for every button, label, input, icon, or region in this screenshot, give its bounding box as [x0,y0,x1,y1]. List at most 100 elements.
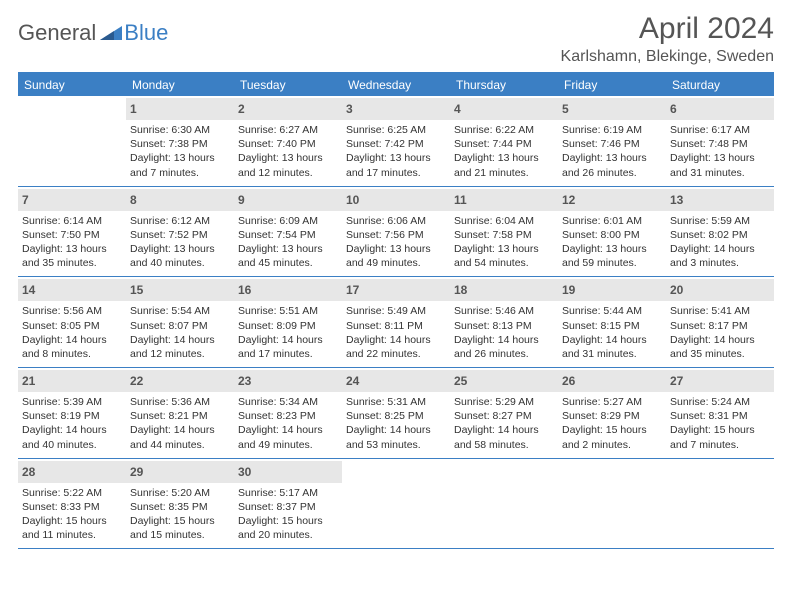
cell-text-line: Sunset: 8:07 PM [130,319,230,333]
day-number-bar: 9 [234,189,342,211]
calendar-cell: 17Sunrise: 5:49 AMSunset: 8:11 PMDayligh… [342,277,450,367]
day-number: 13 [670,193,683,207]
cell-text-line: Sunset: 8:19 PM [22,409,122,423]
cell-text-line: Sunrise: 5:54 AM [130,304,230,318]
calendar-cell: 2Sunrise: 6:27 AMSunset: 7:40 PMDaylight… [234,96,342,186]
cell-text-line: Sunrise: 6:01 AM [562,214,662,228]
cell-text-line: Sunset: 7:42 PM [346,137,446,151]
cell-text-line: and 11 minutes. [22,528,122,542]
calendar-cell [450,459,558,549]
cell-text-line: Daylight: 13 hours [346,151,446,165]
cell-text-line: Daylight: 14 hours [238,333,338,347]
day-number-bar: 28 [18,461,126,483]
cell-text-line: and 15 minutes. [130,528,230,542]
cell-text-line: Sunrise: 6:04 AM [454,214,554,228]
cell-text-line: Sunset: 7:40 PM [238,137,338,151]
cell-text-line: and 31 minutes. [562,347,662,361]
cell-text-line: Sunrise: 5:31 AM [346,395,446,409]
cell-text-line: Sunrise: 5:49 AM [346,304,446,318]
cell-text-line: Daylight: 13 hours [562,242,662,256]
day-number: 25 [454,374,467,388]
calendar-week-row: 7Sunrise: 6:14 AMSunset: 7:50 PMDaylight… [18,187,774,278]
day-number-bar: 19 [558,279,666,301]
calendar-cell [18,96,126,186]
cell-text-line: Sunrise: 6:22 AM [454,123,554,137]
cell-text-line: Sunset: 8:29 PM [562,409,662,423]
day-number-bar: 21 [18,370,126,392]
day-number: 24 [346,374,359,388]
calendar-week-row: 1Sunrise: 6:30 AMSunset: 7:38 PMDaylight… [18,96,774,187]
cell-text-line: Sunset: 8:17 PM [670,319,770,333]
calendar-cell: 13Sunrise: 5:59 AMSunset: 8:02 PMDayligh… [666,187,774,277]
cell-text-line: Sunset: 7:50 PM [22,228,122,242]
calendar-cell: 27Sunrise: 5:24 AMSunset: 8:31 PMDayligh… [666,368,774,458]
day-number-bar: 26 [558,370,666,392]
day-number: 9 [238,193,245,207]
calendar-cell: 4Sunrise: 6:22 AMSunset: 7:44 PMDaylight… [450,96,558,186]
cell-text-line: Sunrise: 5:17 AM [238,486,338,500]
cell-text-line: Sunrise: 5:41 AM [670,304,770,318]
cell-text-line: and 3 minutes. [670,256,770,270]
cell-text-line: Daylight: 14 hours [346,423,446,437]
day-number-bar: 27 [666,370,774,392]
day-number-bar: 30 [234,461,342,483]
cell-text-line: Daylight: 14 hours [22,423,122,437]
cell-text-line: Sunrise: 5:20 AM [130,486,230,500]
cell-text-line: Daylight: 13 hours [130,151,230,165]
cell-text-line: Daylight: 13 hours [130,242,230,256]
cell-text-line: Sunset: 7:52 PM [130,228,230,242]
cell-text-line: Daylight: 13 hours [454,242,554,256]
calendar: Sunday Monday Tuesday Wednesday Thursday… [18,72,774,549]
calendar-cell: 18Sunrise: 5:46 AMSunset: 8:13 PMDayligh… [450,277,558,367]
cell-text-line: Sunrise: 5:22 AM [22,486,122,500]
day-number: 3 [346,102,353,116]
cell-text-line: Sunrise: 5:44 AM [562,304,662,318]
logo-triangle-icon [100,26,122,40]
calendar-cell: 19Sunrise: 5:44 AMSunset: 8:15 PMDayligh… [558,277,666,367]
cell-text-line: Sunset: 8:21 PM [130,409,230,423]
day-number-bar: 3 [342,98,450,120]
calendar-cell: 30Sunrise: 5:17 AMSunset: 8:37 PMDayligh… [234,459,342,549]
cell-text-line: Daylight: 15 hours [22,514,122,528]
day-number: 8 [130,193,137,207]
cell-text-line: Sunset: 8:15 PM [562,319,662,333]
cell-text-line: Daylight: 14 hours [346,333,446,347]
day-number: 23 [238,374,251,388]
cell-text-line: Sunrise: 5:56 AM [22,304,122,318]
day-number: 12 [562,193,575,207]
cell-text-line: Daylight: 14 hours [238,423,338,437]
day-header-cell: Tuesday [234,74,342,96]
cell-text-line: Sunrise: 5:39 AM [22,395,122,409]
cell-text-line: and 7 minutes. [670,438,770,452]
cell-text-line: and 53 minutes. [346,438,446,452]
cell-text-line: Sunset: 8:31 PM [670,409,770,423]
calendar-cell: 25Sunrise: 5:29 AMSunset: 8:27 PMDayligh… [450,368,558,458]
calendar-cell: 16Sunrise: 5:51 AMSunset: 8:09 PMDayligh… [234,277,342,367]
calendar-cell [666,459,774,549]
calendar-cell: 7Sunrise: 6:14 AMSunset: 7:50 PMDaylight… [18,187,126,277]
cell-text-line: and 31 minutes. [670,166,770,180]
cell-text-line: Sunrise: 6:30 AM [130,123,230,137]
calendar-cell: 28Sunrise: 5:22 AMSunset: 8:33 PMDayligh… [18,459,126,549]
cell-text-line: Sunrise: 5:34 AM [238,395,338,409]
day-header-cell: Sunday [18,74,126,96]
calendar-week-row: 21Sunrise: 5:39 AMSunset: 8:19 PMDayligh… [18,368,774,459]
cell-text-line: Sunrise: 6:06 AM [346,214,446,228]
cell-text-line: Daylight: 14 hours [454,423,554,437]
cell-text-line: Sunset: 8:02 PM [670,228,770,242]
cell-text-line: and 26 minutes. [454,347,554,361]
cell-text-line: and 54 minutes. [454,256,554,270]
cell-text-line: and 8 minutes. [22,347,122,361]
day-number-bar: 15 [126,279,234,301]
day-number-bar: 12 [558,189,666,211]
calendar-cell: 6Sunrise: 6:17 AMSunset: 7:48 PMDaylight… [666,96,774,186]
cell-text-line: Sunrise: 5:46 AM [454,304,554,318]
day-number: 2 [238,102,245,116]
cell-text-line: and 17 minutes. [238,347,338,361]
cell-text-line: Sunrise: 5:59 AM [670,214,770,228]
cell-text-line: and 17 minutes. [346,166,446,180]
cell-text-line: Sunset: 8:23 PM [238,409,338,423]
cell-text-line: Daylight: 15 hours [238,514,338,528]
cell-text-line: and 44 minutes. [130,438,230,452]
cell-text-line: Sunrise: 6:14 AM [22,214,122,228]
